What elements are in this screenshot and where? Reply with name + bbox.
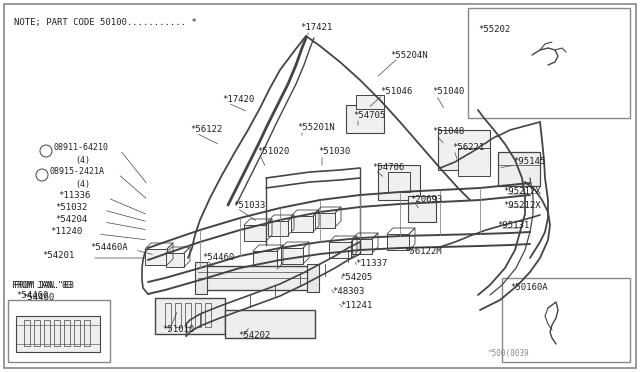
Text: *54202: *54202	[238, 331, 270, 340]
Text: *11337: *11337	[355, 260, 387, 269]
Bar	[356, 95, 384, 109]
Text: *50160A: *50160A	[510, 283, 548, 292]
Text: *54706: *54706	[372, 164, 404, 173]
Text: *51033: *51033	[233, 201, 265, 209]
Bar	[175, 303, 181, 327]
Bar	[244, 225, 266, 241]
Bar	[329, 242, 351, 258]
Bar	[346, 105, 384, 133]
Bar	[64, 320, 70, 346]
Bar	[268, 221, 288, 236]
Text: *54204: *54204	[55, 215, 87, 224]
Bar	[438, 130, 490, 170]
Bar	[281, 248, 303, 264]
Text: *51020: *51020	[257, 148, 289, 157]
Text: *54460: *54460	[202, 253, 234, 263]
Bar	[44, 320, 50, 346]
Bar	[24, 320, 30, 346]
Text: 08915-2421A: 08915-2421A	[50, 167, 105, 176]
Bar	[198, 266, 308, 290]
Bar	[195, 262, 207, 294]
Bar	[195, 303, 201, 327]
Text: FROM JAN.'83: FROM JAN.'83	[14, 282, 74, 291]
Text: *95131: *95131	[497, 221, 529, 230]
Text: *95212X: *95212X	[503, 201, 541, 209]
Text: *11240: *11240	[50, 228, 83, 237]
Text: *51010: *51010	[162, 326, 195, 334]
Bar	[458, 148, 490, 176]
Text: *51030: *51030	[318, 148, 350, 157]
Bar	[468, 8, 630, 118]
Bar	[253, 251, 277, 269]
Bar	[205, 303, 211, 327]
Text: *48303: *48303	[332, 288, 364, 296]
Text: (4): (4)	[75, 180, 90, 189]
Text: *54705: *54705	[353, 110, 385, 119]
Bar	[408, 196, 436, 222]
Text: *56122: *56122	[190, 125, 222, 135]
Bar	[185, 303, 191, 327]
Bar	[315, 213, 335, 228]
Text: *54460: *54460	[16, 291, 48, 300]
Text: *55201N: *55201N	[297, 122, 335, 131]
Text: *55202: *55202	[478, 25, 510, 34]
Text: FROM JAN.'83: FROM JAN.'83	[12, 281, 72, 290]
Bar	[34, 320, 40, 346]
Text: *51040: *51040	[432, 87, 464, 96]
Text: *54460A: *54460A	[90, 244, 127, 253]
Bar	[388, 172, 410, 192]
Bar	[145, 249, 167, 265]
Bar	[74, 320, 80, 346]
Text: *54205: *54205	[340, 273, 372, 282]
Bar	[291, 216, 313, 232]
Bar	[54, 320, 60, 346]
Text: *51032: *51032	[55, 203, 87, 212]
Text: (4): (4)	[75, 155, 90, 164]
Text: *95145: *95145	[513, 157, 545, 167]
Bar	[225, 310, 315, 338]
Bar	[16, 316, 100, 352]
Text: NOTE; PART CODE 50100........... *: NOTE; PART CODE 50100........... *	[14, 18, 196, 27]
Text: *56122M: *56122M	[404, 247, 442, 257]
Text: *51048: *51048	[432, 128, 464, 137]
Text: ^500(0039: ^500(0039	[488, 349, 530, 358]
Bar	[502, 278, 630, 362]
Bar	[8, 300, 110, 362]
Text: *20693: *20693	[410, 196, 442, 205]
Text: *56221: *56221	[452, 144, 484, 153]
Bar	[498, 152, 540, 186]
Bar	[165, 303, 171, 327]
Bar	[387, 234, 409, 250]
Text: 08911-64210: 08911-64210	[54, 144, 109, 153]
Bar	[166, 253, 184, 267]
Bar	[155, 298, 225, 334]
Text: *17420: *17420	[222, 96, 254, 105]
Text: *51046: *51046	[380, 87, 412, 96]
Text: *11241: *11241	[340, 301, 372, 311]
Text: *54201: *54201	[42, 251, 74, 260]
Text: *17421: *17421	[300, 23, 332, 32]
Text: *11336: *11336	[58, 192, 90, 201]
Bar	[84, 320, 90, 346]
Text: *95212X: *95212X	[503, 187, 541, 196]
Text: *55204N: *55204N	[390, 51, 428, 60]
Bar	[352, 239, 372, 254]
Bar	[307, 264, 319, 292]
Bar	[378, 165, 420, 200]
Text: *54460: *54460	[22, 294, 54, 302]
